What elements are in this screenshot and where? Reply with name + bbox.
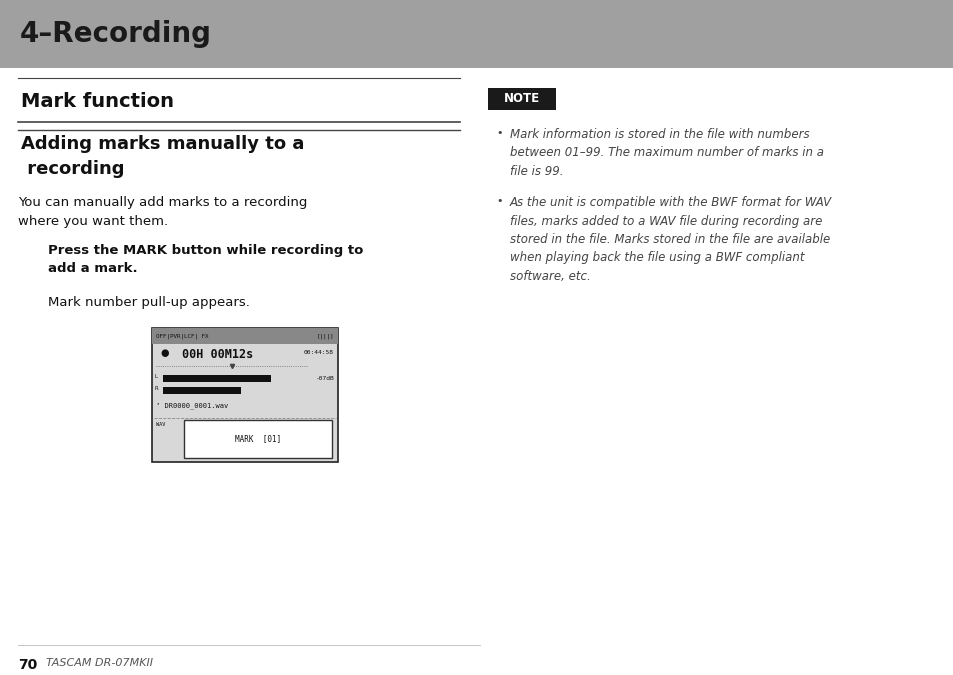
Text: recording: recording [21, 160, 125, 178]
Bar [163, 387, 241, 394]
Bar [152, 328, 337, 462]
Bar [163, 375, 271, 382]
Text: Mark function: Mark function [21, 92, 173, 111]
Text: NOTE: NOTE [503, 92, 539, 105]
Text: You can manually add marks to a recording
where you want them.: You can manually add marks to a recordin… [18, 196, 307, 227]
Text: ●: ● [160, 348, 169, 358]
Text: 00:44:58: 00:44:58 [304, 350, 334, 355]
Text: Adding marks manually to a: Adding marks manually to a [21, 135, 304, 153]
Bar [488, 88, 556, 110]
Text: Mark number pull-up appears.: Mark number pull-up appears. [48, 296, 250, 309]
Text: -07dB: -07dB [315, 376, 335, 381]
Text: TASCAM DR-07MKII: TASCAM DR-07MKII [46, 658, 152, 668]
Text: L: L [154, 374, 158, 379]
Text: [|||]: [|||] [316, 333, 334, 339]
Bar [152, 328, 337, 344]
Text: WAV: WAV [156, 422, 165, 427]
Text: Press the MARK button while recording to
add a mark.: Press the MARK button while recording to… [48, 244, 363, 275]
Text: R: R [154, 386, 158, 391]
Text: •: • [496, 196, 502, 206]
Bar [184, 420, 332, 458]
Text: 70: 70 [18, 658, 37, 672]
Text: •: • [496, 128, 502, 138]
Text: Mark information is stored in the file with numbers
between 01–99. The maximum n: Mark information is stored in the file w… [510, 128, 823, 178]
Text: 00H 00M12s: 00H 00M12s [182, 348, 253, 361]
Text: MARK  [01]: MARK [01] [234, 435, 281, 443]
Text: OFF|PVR|LCF| FX: OFF|PVR|LCF| FX [156, 333, 209, 339]
Text: 4–Recording: 4–Recording [20, 20, 212, 48]
Text: ’ DR0000_0001.wav: ’ DR0000_0001.wav [156, 402, 228, 408]
Text: As the unit is compatible with the BWF format for WAV
files, marks added to a WA: As the unit is compatible with the BWF f… [510, 196, 831, 283]
Bar [0, 0, 953, 68]
